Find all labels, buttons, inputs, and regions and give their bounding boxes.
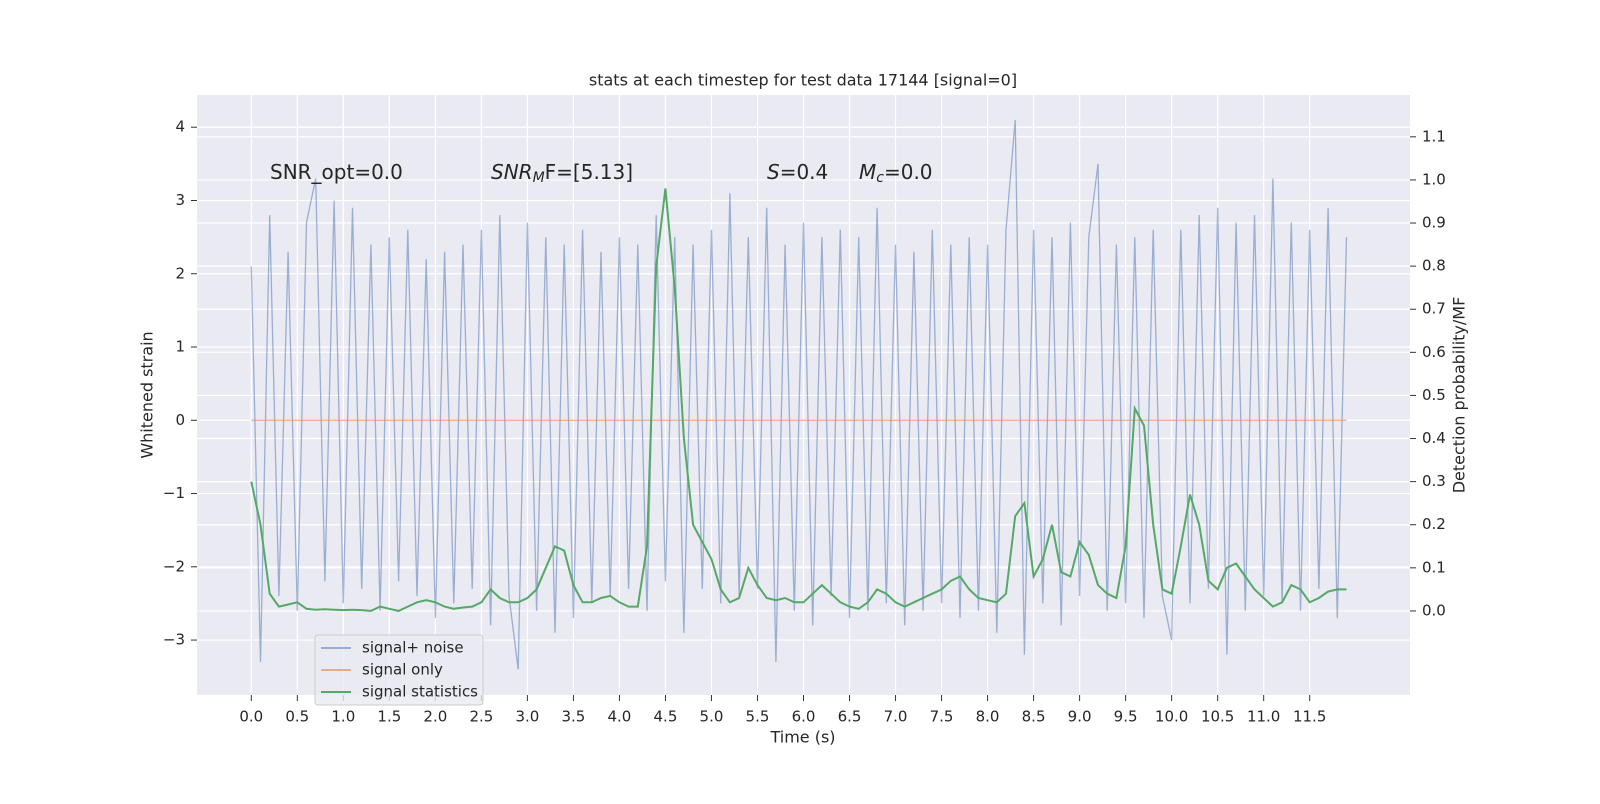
y2-tick-label: 0.4 <box>1422 429 1446 447</box>
annotation-tail: =0.0 <box>884 160 933 184</box>
x-tick-label: 1.0 <box>331 708 355 726</box>
x-tick-label: 9.0 <box>1068 708 1092 726</box>
annotation-tail: F=[5.13] <box>545 160 633 184</box>
chart-title: stats at each timestep for test data 171… <box>589 71 1017 90</box>
y2-tick-label: 0.9 <box>1422 214 1446 232</box>
x-axis-label: Time (s) <box>769 728 835 747</box>
y2-tick-label: 0.6 <box>1422 343 1446 361</box>
annotation: S=0.4 <box>767 160 828 184</box>
legend-box <box>314 634 484 706</box>
x-tick-label: 4.0 <box>608 708 632 726</box>
annotation-text: SNR <box>491 160 533 184</box>
x-tick-label: 0.5 <box>285 708 309 726</box>
x-tick-label: 11.0 <box>1247 708 1280 726</box>
y-tick-label: −2 <box>163 557 185 575</box>
x-tick-label: 7.5 <box>930 708 954 726</box>
x-tick-label: 7.0 <box>884 708 908 726</box>
x-tick-label: 2.5 <box>469 708 493 726</box>
annotation: SNR_opt=0.0 <box>270 160 403 184</box>
y2-tick-label: 0.1 <box>1422 558 1446 576</box>
y2-tick-label: 0.7 <box>1422 300 1446 318</box>
y2-tick-label: 0.5 <box>1422 386 1446 404</box>
x-tick-label: 0.0 <box>239 708 263 726</box>
x-tick-label: 9.5 <box>1114 708 1138 726</box>
annotation-text: M <box>859 160 876 184</box>
y2-tick-label: 0.2 <box>1422 515 1446 533</box>
x-tick-label: 10.0 <box>1155 708 1188 726</box>
x-tick-label: 3.5 <box>561 708 585 726</box>
x-tick-label: 3.0 <box>515 708 539 726</box>
annotation-subscript: M <box>533 170 545 186</box>
x-tick-label: 5.5 <box>746 708 770 726</box>
y-tick-label: 1 <box>175 338 185 356</box>
legend-label: signal only <box>362 661 443 679</box>
x-tick-label: 10.5 <box>1201 708 1234 726</box>
x-tick-label: 11.5 <box>1293 708 1326 726</box>
y-tick-label: −3 <box>163 631 185 649</box>
y-tick-label: 0 <box>175 411 185 429</box>
y-tick-label: 4 <box>175 118 185 136</box>
y2-tick-label: 1.0 <box>1422 170 1446 188</box>
y2-tick-label: 0.0 <box>1422 601 1446 619</box>
annotation: Mc=0.0 <box>859 160 933 187</box>
y-tick-label: 3 <box>175 191 185 209</box>
annotation-tail: =0.4 <box>780 160 829 184</box>
annotation: SNRMF=[5.13] <box>491 160 633 187</box>
x-tick-label: 2.0 <box>423 708 447 726</box>
y-tick-label: −1 <box>163 484 185 502</box>
y2-tick-label: 0.3 <box>1422 472 1446 490</box>
y2-tick-label: 0.8 <box>1422 257 1446 275</box>
x-tick-label: 1.5 <box>377 708 401 726</box>
x-tick-label: 8.0 <box>976 708 1000 726</box>
y-axis-label: Whitened strain <box>138 331 157 458</box>
annotation-text: S <box>767 160 780 184</box>
series-line <box>250 188 1347 612</box>
annotation-subscript: c <box>876 170 884 186</box>
x-tick-label: 5.0 <box>700 708 724 726</box>
legend-label: signal+ noise <box>362 639 464 657</box>
y2-tick-label: 1.1 <box>1422 127 1446 145</box>
x-tick-label: 6.0 <box>792 708 816 726</box>
lines <box>250 119 1348 670</box>
y-tick-label: 2 <box>175 264 185 282</box>
y2-axis-label: Detection probability/MF <box>1450 297 1469 494</box>
x-tick-label: 6.5 <box>838 708 862 726</box>
x-tick-label: 8.5 <box>1022 708 1046 726</box>
series-line <box>250 119 1348 670</box>
legend-label: signal statistics <box>362 683 478 701</box>
annotation-text: SNR_opt=0.0 <box>270 160 403 184</box>
overlay: 0.0 0.5 1.0 1.5 2.0 2.5 3.0 3.5 4.0 4.5 5.0 5.5 6.0 6… <box>163 118 1446 726</box>
x-tick-label: 4.5 <box>654 708 678 726</box>
